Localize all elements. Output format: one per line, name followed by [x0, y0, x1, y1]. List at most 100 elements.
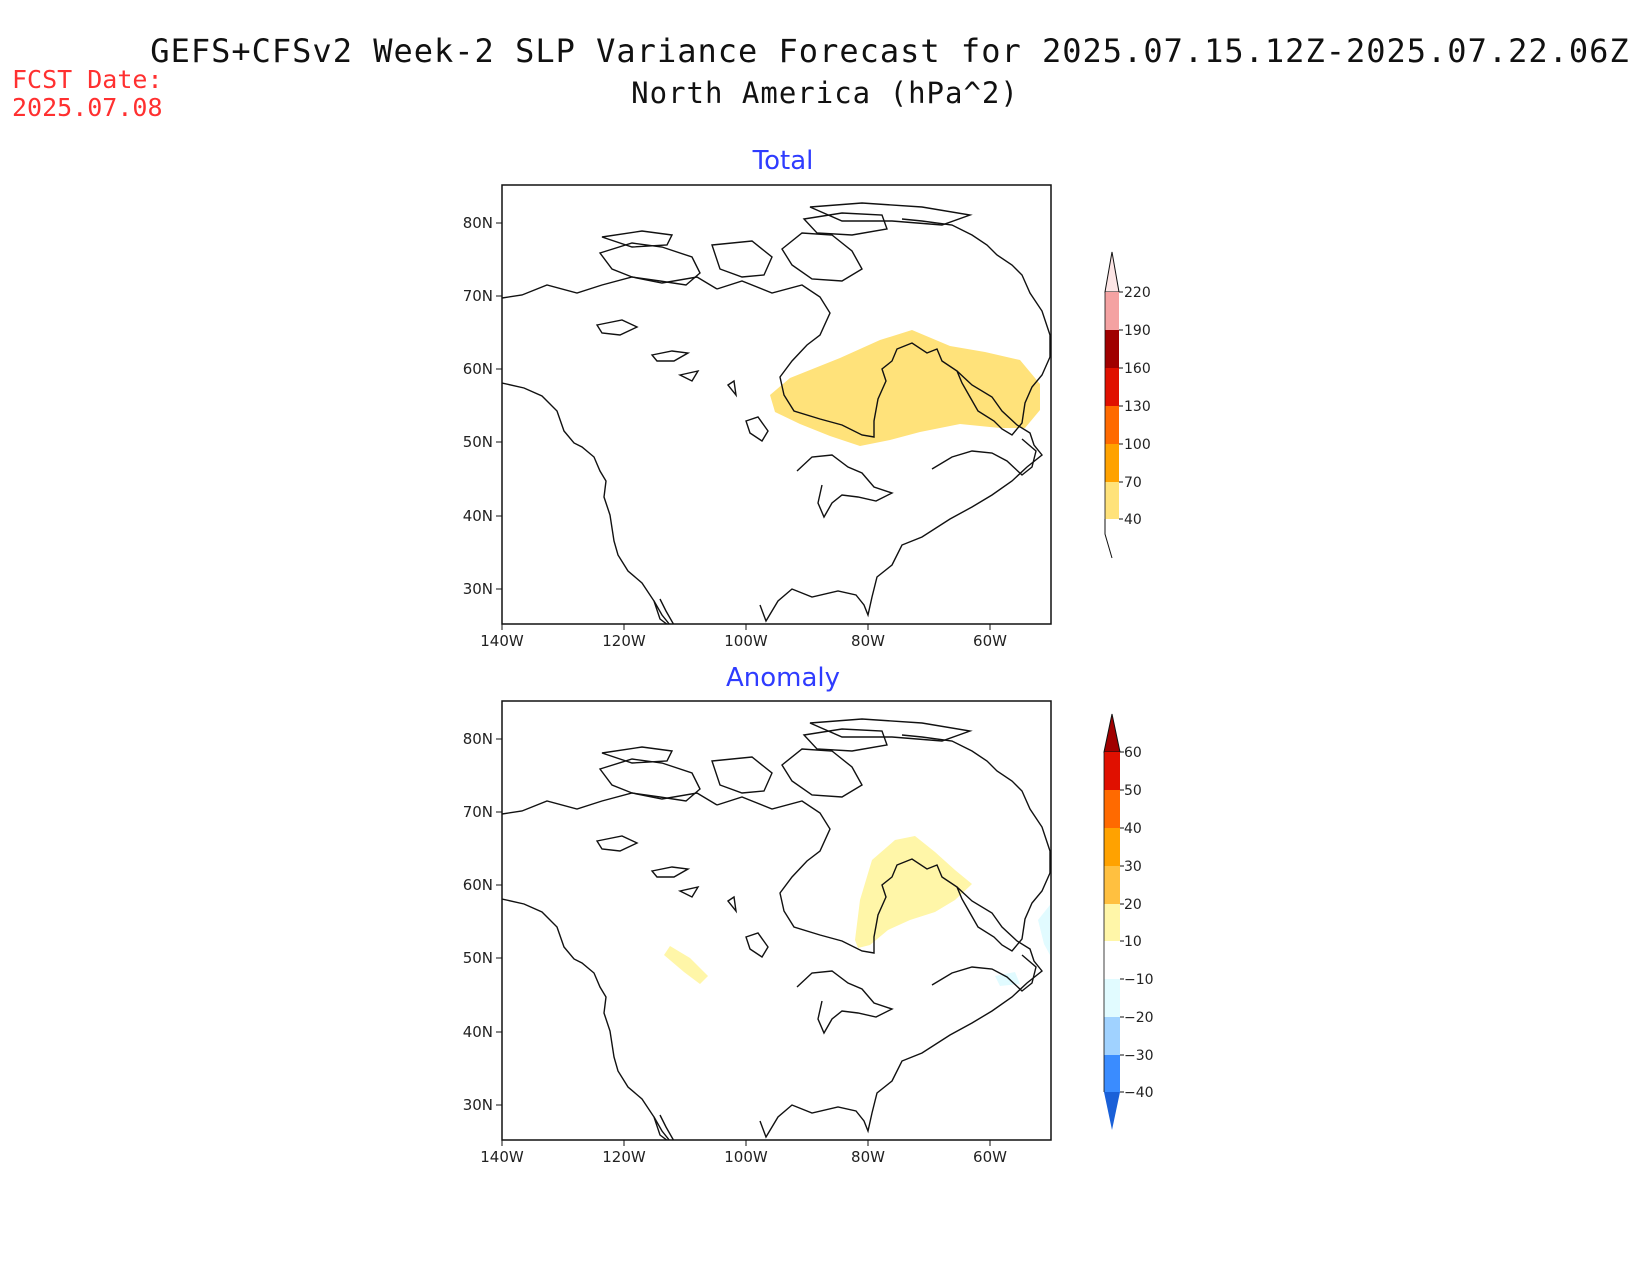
svg-text:100W: 100W	[724, 632, 768, 650]
cb-anom-neg20-neg10	[1104, 979, 1120, 1017]
svg-text:50: 50	[1124, 783, 1142, 799]
cb-anom-50-60	[1104, 752, 1120, 790]
svg-text:120W: 120W	[602, 632, 646, 650]
svg-text:120W: 120W	[602, 1148, 646, 1166]
cb-total-label-160: 160	[1119, 361, 1151, 377]
axis-lat-total: 80N 70N 60N 50N 40N 30N	[463, 214, 502, 598]
lon-tick-100W: 100W	[724, 624, 768, 650]
svg-text:−30: −30	[1124, 1048, 1154, 1064]
cb-anom-label-neg30: −30	[1120, 1048, 1154, 1064]
svg-text:100W: 100W	[724, 1148, 768, 1166]
axis-lon-anomaly: 140W 120W 100W 80W 60W	[480, 1140, 1007, 1166]
lat-tick-60N: 60N	[463, 876, 502, 894]
svg-text:40: 40	[1124, 821, 1142, 837]
cb-anom-40-50	[1104, 790, 1120, 828]
fcst-date-label: FCST Date:	[12, 65, 163, 94]
cb-anom-neg30-neg20	[1104, 1017, 1120, 1055]
svg-text:80W: 80W	[851, 1148, 885, 1166]
cb-anom-label-neg40: −40	[1120, 1085, 1154, 1101]
map-total	[501, 184, 1052, 625]
lat-tick-40N: 40N	[463, 1023, 502, 1041]
svg-text:60W: 60W	[973, 1148, 1007, 1166]
cb-anom-label-20: 20	[1120, 897, 1142, 913]
cb-total-label-40: 40	[1119, 512, 1142, 528]
cb-anom-label-30: 30	[1120, 859, 1142, 875]
lat-tick-50N: 50N	[463, 949, 502, 967]
svg-text:−10: −10	[1124, 972, 1154, 988]
cb-total-40-70	[1105, 482, 1119, 519]
cb-total-label-190: 190	[1119, 323, 1151, 339]
svg-text:−40: −40	[1124, 1085, 1154, 1101]
svg-text:40N: 40N	[463, 507, 493, 525]
svg-text:80N: 80N	[463, 730, 493, 748]
lat-tick-70N: 70N	[463, 803, 502, 821]
lat-tick-70N: 70N	[463, 287, 502, 305]
svg-text:130: 130	[1124, 399, 1151, 415]
shade-anomaly-10-west	[664, 946, 708, 984]
svg-text:220: 220	[1124, 285, 1151, 301]
svg-text:40: 40	[1124, 512, 1142, 528]
svg-text:60N: 60N	[463, 876, 493, 894]
lon-tick-100W: 100W	[724, 1140, 768, 1166]
cb-anom-30-40	[1104, 828, 1120, 866]
lat-tick-40N: 40N	[463, 507, 502, 525]
svg-text:80W: 80W	[851, 632, 885, 650]
svg-text:140W: 140W	[480, 632, 524, 650]
shade-anomaly-neg10	[1038, 905, 1050, 955]
lat-tick-50N: 50N	[463, 433, 502, 451]
svg-text:70N: 70N	[463, 287, 493, 305]
lat-tick-30N: 30N	[463, 1096, 502, 1114]
map-anomaly	[501, 700, 1052, 1141]
lon-tick-60W: 60W	[973, 624, 1007, 650]
cb-total-130-160	[1105, 368, 1119, 406]
svg-text:160: 160	[1124, 361, 1151, 377]
lat-tick-60N: 60N	[463, 360, 502, 378]
lat-tick-80N: 80N	[463, 214, 502, 232]
map-anomaly-frame	[501, 700, 1052, 1141]
svg-text:80N: 80N	[463, 214, 493, 232]
axis-lat-anomaly: 80N 70N 60N 50N 40N 30N	[463, 730, 502, 1114]
lon-tick-120W: 120W	[602, 1140, 646, 1166]
lat-tick-80N: 80N	[463, 730, 502, 748]
svg-text:60W: 60W	[973, 632, 1007, 650]
cb-total-label-100: 100	[1119, 437, 1151, 453]
cb-total-70-100	[1105, 444, 1119, 482]
cb-total-label-130: 130	[1119, 399, 1151, 415]
lon-tick-140W: 140W	[480, 624, 524, 650]
svg-text:20: 20	[1124, 897, 1142, 913]
shade-total-40	[770, 330, 1040, 446]
svg-text:70: 70	[1124, 475, 1142, 491]
lon-tick-60W: 60W	[973, 1140, 1007, 1166]
svg-text:70N: 70N	[463, 803, 493, 821]
axis-lon-total: 140W 120W 100W 80W 60W	[480, 624, 1007, 650]
shade-anomaly-10	[855, 836, 972, 948]
cb-total-label-220: 220	[1119, 285, 1151, 301]
cb-total-bottom-arrow	[1104, 519, 1113, 559]
cb-anom-label-40: 40	[1120, 821, 1142, 837]
cb-total-100-130	[1105, 406, 1119, 444]
cb-anom-label-10: 10	[1120, 934, 1142, 950]
main-title: GEFS+CFSv2 Week-2 SLP Variance Forecast …	[150, 32, 1630, 70]
svg-text:30N: 30N	[463, 580, 493, 598]
svg-text:50N: 50N	[463, 433, 493, 451]
cb-anom-label-neg10: −10	[1120, 972, 1154, 988]
lon-tick-120W: 120W	[602, 624, 646, 650]
cb-anom-label-60: 60	[1120, 745, 1142, 761]
svg-text:30: 30	[1124, 859, 1142, 875]
svg-text:40N: 40N	[463, 1023, 493, 1041]
cb-total-160-190	[1105, 330, 1119, 368]
cb-anom-10-20	[1104, 904, 1120, 941]
lon-tick-140W: 140W	[480, 1140, 524, 1166]
fcst-date-value: 2025.07.08	[12, 93, 163, 122]
main-subtitle: North America (hPa^2)	[631, 76, 1019, 110]
svg-text:140W: 140W	[480, 1148, 524, 1166]
cb-anom-neg10-10	[1104, 941, 1120, 979]
svg-text:−20: −20	[1124, 1010, 1154, 1026]
svg-text:190: 190	[1124, 323, 1151, 339]
colorbar-total: 220 190 160 130 100 70 40	[1104, 251, 1151, 559]
svg-text:60: 60	[1124, 745, 1142, 761]
map-total-frame	[501, 184, 1052, 625]
svg-text:50N: 50N	[463, 949, 493, 967]
cb-anom-20-30	[1104, 866, 1120, 904]
